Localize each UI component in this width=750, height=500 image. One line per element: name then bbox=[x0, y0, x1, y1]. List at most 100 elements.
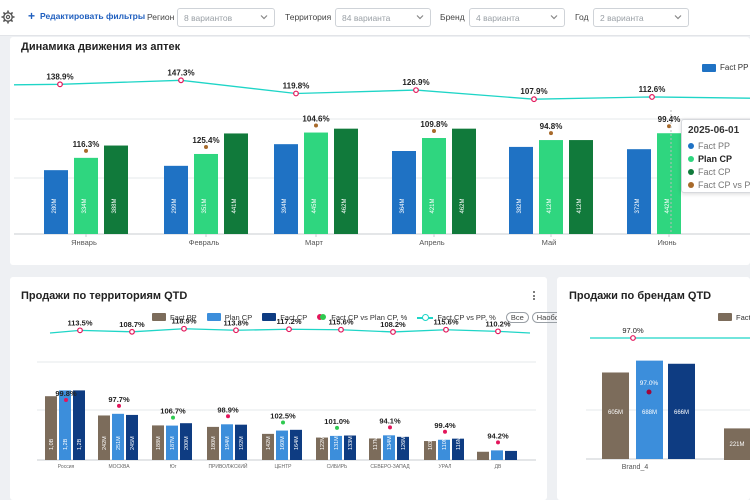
bar-value-label: 187M bbox=[170, 436, 176, 450]
chart1-legend[interactable]: Fact PP bbox=[702, 63, 748, 72]
brand-filter-value: 4 варианта bbox=[476, 13, 520, 23]
legend-item-fact-cp[interactable]: Fact CP bbox=[262, 313, 307, 322]
bar-value-label: 442M bbox=[665, 198, 671, 213]
fact-cp-vs-plan-point bbox=[171, 415, 175, 420]
x-tick-label: ПРИВОЛЖСКИЙ bbox=[208, 462, 247, 470]
bar-value-label: 364M bbox=[400, 198, 406, 213]
bar-value-label: 221M bbox=[729, 442, 744, 448]
bar-value-label: 688M bbox=[642, 410, 657, 416]
bar-fact-pp bbox=[44, 170, 68, 234]
bar-fact-pp bbox=[45, 396, 57, 460]
bar-value-label: 180M bbox=[211, 436, 217, 450]
fact-cp-vs-pp-label: 115.6% bbox=[433, 318, 458, 327]
fact-cp-vs-pp-label: 115.6% bbox=[328, 318, 353, 327]
chart1-svg: 280M 334M 388M Январь 116.3% 299M 351M 441M Февр… bbox=[13, 68, 750, 247]
bar-plan-cp bbox=[657, 133, 681, 234]
bar-value-label: 110M bbox=[442, 436, 448, 450]
bar-plan-cp bbox=[330, 435, 342, 460]
fact-cp-vs-plan-label: 116.3% bbox=[73, 140, 100, 149]
select-all-button[interactable]: Все bbox=[505, 311, 529, 323]
bar-fact-pp bbox=[724, 428, 750, 460]
fact-cp-vs-pp-point bbox=[531, 96, 537, 103]
legend-item-plan-cp[interactable]: Plan CP bbox=[206, 313, 252, 322]
year-filter-select[interactable]: 2 варианта bbox=[593, 8, 689, 27]
settings-gear-icon[interactable] bbox=[1, 10, 15, 24]
legend-swatch bbox=[206, 313, 221, 321]
fact-cp-vs-pp-label: 108.2% bbox=[380, 320, 406, 329]
brand-filter-select[interactable]: 4 варианта bbox=[469, 8, 565, 27]
bar-fact-pp bbox=[424, 441, 436, 460]
bar-plan-cp bbox=[166, 425, 178, 460]
fact-cp-vs-pp-label: 126.9% bbox=[402, 78, 429, 87]
bar-value-label: 200M bbox=[184, 436, 190, 450]
bar-fact-cp bbox=[104, 145, 128, 234]
fact-cp-vs-pp-label: 119.8% bbox=[283, 81, 310, 90]
bar-value-label: 188M bbox=[156, 436, 162, 450]
territory-filter-value: 84 варианта bbox=[342, 13, 391, 23]
bar-plan-cp bbox=[438, 439, 450, 460]
region-filter-label: Регион bbox=[147, 12, 175, 22]
fact-cp-vs-plan-label: 94.1% bbox=[379, 416, 401, 425]
x-tick-label: Юг bbox=[170, 464, 177, 470]
legend-dots-icon bbox=[317, 313, 327, 321]
legend-item-fact-cp-vs-pp[interactable]: Fact CP vs PP, % bbox=[417, 313, 496, 322]
territory-filter-select[interactable]: 84 варианта bbox=[335, 8, 431, 27]
bar-value-label: 666M bbox=[674, 410, 689, 416]
bar-value-label: 44.8M bbox=[481, 434, 487, 450]
region-filter-select[interactable]: 8 вариантов bbox=[177, 8, 275, 27]
fact-cp-vs-plan-point bbox=[314, 123, 318, 128]
bar-value-label: 334M bbox=[82, 198, 88, 213]
bar-fact-cp bbox=[505, 450, 517, 460]
fact-cp-vs-plan-point bbox=[496, 440, 500, 445]
x-tick-label: МОСКВА bbox=[108, 464, 130, 470]
x-tick-label: УРАЛ bbox=[439, 464, 452, 470]
plus-icon: + bbox=[28, 9, 36, 23]
chart2-title: Продажи по территориям QTD bbox=[21, 290, 188, 302]
bar-fact-cp bbox=[334, 128, 358, 234]
tooltip-dot bbox=[688, 168, 694, 175]
fact-cp-vs-pp-label: 138.9% bbox=[46, 72, 73, 81]
bar-value-label: 412M bbox=[547, 198, 553, 213]
x-tick-label: Brand_4 bbox=[622, 464, 649, 471]
legend-swatch bbox=[262, 313, 277, 321]
chevron-down-icon bbox=[260, 15, 268, 20]
bar-value-label: 412M bbox=[577, 198, 583, 213]
fact-cp-vs-pp-label: 118.9% bbox=[171, 317, 196, 326]
fact-cp-vs-pp-point bbox=[390, 329, 396, 335]
tooltip-dot bbox=[688, 142, 694, 149]
fact-cp-vs-pp-label: 108.7% bbox=[119, 320, 145, 329]
bar-value-label: 194M bbox=[225, 436, 231, 450]
edit-filters-button[interactable]: + Редактировать фильтры bbox=[28, 9, 146, 23]
chart2-legend: Fact PP Plan CP Fact CP Fact CP vs Plan … bbox=[152, 311, 579, 323]
fact-cp-vs-plan-point bbox=[84, 148, 88, 153]
fact-cp-vs-plan-label: 97.7% bbox=[108, 395, 130, 404]
bar-value-label: 605M bbox=[608, 410, 623, 416]
fact-cp-vs-plan-point bbox=[226, 414, 230, 419]
legend-label: Fact CP vs PP, % bbox=[437, 312, 496, 322]
fact-cp-vs-pp-point bbox=[129, 328, 135, 335]
legend-item-fact-pp[interactable]: Fact PP bbox=[152, 313, 197, 322]
legend-label: Fact CP vs Plan CP, % bbox=[331, 312, 408, 322]
x-tick-label: СЕВЕРО-ЗАПАД bbox=[370, 464, 410, 470]
fact-cp-vs-plan-point bbox=[432, 129, 436, 134]
fact-cp-vs-pp-point bbox=[630, 335, 636, 341]
bar-fact-pp bbox=[152, 425, 164, 460]
edit-filters-label: Редактировать фильтры bbox=[40, 11, 146, 21]
fact-cp-vs-plan-label: 106.7% bbox=[160, 407, 186, 416]
fact-cp-vs-pp-label: 97.0% bbox=[622, 326, 644, 335]
bar-value-label: 382M bbox=[517, 198, 523, 213]
bar-value-label: 117M bbox=[373, 436, 379, 450]
bar-plan-cp bbox=[636, 360, 663, 459]
bar-plan-cp bbox=[74, 157, 98, 234]
more-options-icon[interactable] bbox=[531, 290, 537, 302]
fact-cp-vs-pp-label: 107.9% bbox=[520, 87, 547, 96]
bar-value-label: 126M bbox=[401, 436, 407, 450]
legend-item-fact-cp-vs-plan[interactable]: Fact CP vs Plan CP, % bbox=[317, 313, 407, 322]
bar-value-label: 441M bbox=[232, 198, 238, 213]
bar-fact-pp bbox=[509, 146, 533, 234]
tooltip-row-fact-cp-vs-plan: Fact CP vs Plan bbox=[688, 178, 750, 191]
chevron-down-icon bbox=[674, 15, 682, 20]
bar-value-label: 103M bbox=[428, 436, 434, 450]
fact-cp-vs-pp-point bbox=[338, 326, 344, 333]
territory-filter-label: Территория bbox=[285, 12, 332, 22]
